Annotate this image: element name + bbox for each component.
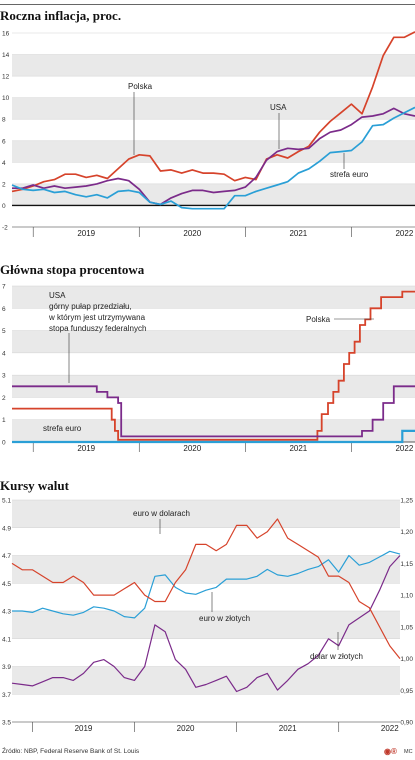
y-tick-label: 3.5 (2, 720, 11, 727)
series-label-polska: Polska (128, 82, 153, 91)
y-tick-label-right: 0,90 (400, 720, 413, 727)
y-tick-label: 10 (2, 95, 10, 102)
series-label-usa: USA (49, 291, 66, 300)
year-label: 2020 (183, 229, 201, 238)
chart-title-inflacja: Roczna inflacja, proc. (0, 8, 122, 23)
interest-rate-chart: 0 1 2 3 4 5 6 7 2019 2020 2021 2022 USA górny pułap p… (2, 284, 415, 453)
year-label: 2019 (77, 444, 95, 453)
y-tick-label: 3.9 (2, 664, 11, 671)
series-label-usd-pln: dolar w złotych (310, 652, 363, 661)
y-tick-label: 2 (2, 181, 6, 188)
grid-band (12, 375, 415, 398)
grid-band (12, 611, 400, 639)
grid-band (12, 183, 415, 206)
series-line-euro-w-dolarach (11, 518, 401, 659)
y-tick-label-right: 1,15 (400, 561, 413, 568)
usa-note-line-3: stopa funduszy federalnych (49, 324, 146, 333)
grid-band (12, 97, 415, 120)
year-label: 2021 (289, 229, 307, 238)
y-tick-label: 4.7 (2, 553, 11, 560)
y-tick-label: 6 (2, 306, 6, 313)
y-tick-label: 12 (2, 74, 10, 81)
series-line-usa (12, 107, 415, 206)
grid-band (12, 286, 415, 309)
y-tick-label: 5 (2, 328, 6, 335)
series-label-polska: Polska (306, 315, 331, 324)
y-tick-label-right: 1,10 (400, 593, 413, 600)
series-label-usa: USA (270, 103, 287, 112)
y-tick-label: 8 (2, 117, 6, 124)
series-line-polska (12, 290, 415, 441)
series-line-strefa-euro (12, 429, 415, 444)
y-tick-label: 16 (2, 31, 10, 38)
usa-note-line-2: w którym jest utrzymywana (48, 313, 146, 322)
chart-title-stopa: Główna stopa procentowa (0, 262, 145, 277)
y-tick-label: -2 (2, 225, 8, 232)
y-tick-label-right: 0,95 (400, 688, 413, 695)
grid-band (12, 54, 415, 77)
grid-band (12, 500, 400, 528)
y-tick-label: 7 (2, 284, 6, 291)
series-label-eur-usd: euro w dolarach (133, 509, 190, 518)
y-tick-label: 0 (2, 203, 6, 210)
series-line-usa (12, 385, 415, 438)
grid-band (12, 555, 400, 584)
y-tick-label: 3.7 (2, 692, 11, 699)
y-tick-label: 4.1 (2, 636, 11, 643)
y-tick-label-right: 1,00 (400, 656, 413, 663)
y-tick-label-right: 1,05 (400, 624, 413, 631)
y-tick-label: 14 (2, 52, 10, 59)
y-tick-label: 0 (2, 440, 6, 447)
top-rule (0, 4, 415, 5)
series-label-eur-pln: euro w złotych (199, 614, 250, 623)
year-label: 2019 (75, 724, 93, 733)
y-tick-label-right: 1,25 (400, 498, 413, 505)
grid-band (12, 330, 415, 353)
source-note: Źródło: NBP, Federal Reserve Bank of St.… (2, 748, 140, 755)
y-tick-label: 4.5 (2, 581, 11, 588)
year-label: 2022 (395, 444, 413, 453)
brand-logo: ◉® (384, 747, 397, 756)
grid-band (12, 140, 415, 163)
inflation-chart: -2 0 2 4 6 8 10 12 14 16 2019 2020 2021 2022 Polska USA… (2, 31, 415, 238)
y-tick-label: 4.3 (2, 609, 11, 616)
series-line-dolar-w-złotych (11, 555, 401, 693)
author-initials: MC (404, 749, 413, 755)
year-label: 2020 (183, 444, 201, 453)
year-label: 2022 (395, 229, 413, 238)
year-label: 2021 (279, 724, 297, 733)
year-label: 2019 (77, 229, 95, 238)
series-line-strefa-euro (11, 106, 415, 210)
exchange-rate-chart: 3.5 3.7 3.9 4.1 4.3 4.5 4.7 4.9 5.1 0,90 0,95 1,00 1… (2, 498, 413, 734)
year-label: 2022 (381, 724, 399, 733)
y-tick-label: 1 (2, 417, 6, 424)
grid-band (12, 666, 400, 695)
series-line-euro-w-złotych (12, 550, 401, 619)
y-tick-label: 3 (2, 373, 6, 380)
usa-note-line-1: górny pułap przedziału, (49, 302, 132, 311)
year-label: 2021 (289, 444, 307, 453)
y-tick-label: 4.9 (2, 525, 11, 532)
series-label-euro: strefa euro (43, 424, 82, 433)
y-tick-label: 4 (2, 350, 6, 357)
y-tick-label-right: 1,20 (400, 529, 413, 536)
y-tick-label: 6 (2, 138, 6, 145)
y-tick-label: 4 (2, 160, 6, 167)
series-label-euro: strefa euro (330, 170, 369, 179)
y-tick-label: 5.1 (2, 498, 11, 505)
series-line-polska (11, 31, 415, 193)
chart-title-kursy: Kursy walut (0, 478, 69, 493)
year-label: 2020 (177, 724, 195, 733)
y-tick-label: 2 (2, 395, 6, 402)
